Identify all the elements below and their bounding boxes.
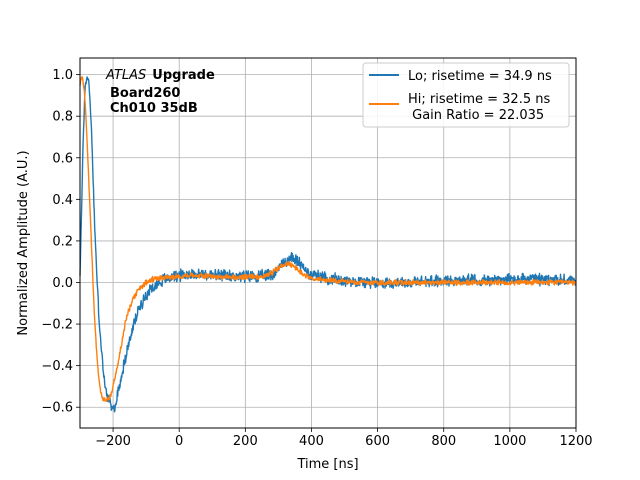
x-tick-label: 800 (431, 434, 456, 449)
x-tick-label: 400 (299, 434, 324, 449)
y-tick-label: −0.2 (41, 318, 73, 333)
plot-frame (79, 57, 577, 429)
annotation: ATLAS Upgrade Board260 Ch010 35dB (105, 68, 215, 116)
legend-label-hi: Hi; risetime = 32.5 ns Gain Ratio = 22.0… (408, 92, 550, 123)
y-tick-label: 0.6 (52, 151, 73, 166)
x-axis-label: Time [ns] (296, 457, 358, 472)
y-tick-label: −0.4 (41, 359, 73, 374)
annotation-upgrade: Upgrade (152, 68, 215, 83)
x-tick-label: 0 (175, 434, 183, 449)
y-axis-label: Normalized Amplitude (A.U.) (16, 150, 31, 335)
x-tick-label: 1200 (559, 434, 592, 449)
y-tick-label: 0.0 (52, 276, 73, 291)
y-tick-label: −0.6 (41, 401, 73, 416)
x-tick-label: 200 (233, 434, 258, 449)
annotation-atlas: ATLAS (105, 68, 146, 83)
x-tick-label: −200 (95, 434, 131, 449)
annotation-line-2: Board260 (110, 86, 180, 101)
series-layer (79, 76, 577, 413)
annotation-line-3: Ch010 35dB (110, 101, 198, 116)
annotation-line-1: ATLAS Upgrade (105, 68, 215, 83)
x-tick-label: 1000 (493, 434, 526, 449)
legend-label-lo: Lo; risetime = 34.9 ns (408, 69, 552, 84)
y-tick-label: 0.8 (52, 110, 73, 125)
legend-label-line: Hi; risetime = 32.5 ns (408, 92, 550, 107)
legend-label-line: Gain Ratio = 22.035 (408, 108, 544, 123)
y-tick-label: 1.0 (52, 68, 73, 83)
series-line-hi (79, 76, 576, 403)
legend-label-line: Lo; risetime = 34.9 ns (408, 69, 552, 84)
legend-box (362, 62, 570, 128)
y-tick-label: 0.2 (52, 234, 73, 249)
legend: Lo; risetime = 34.9 ns Hi; risetime = 32… (362, 62, 570, 128)
tick-layer: −200 0 200 400 600 800 1000 1200 −0.6 −0.4 −0.2 0.0… (41, 68, 592, 449)
y-tick-label: 0.4 (52, 193, 73, 208)
x-tick-label: 600 (365, 434, 390, 449)
